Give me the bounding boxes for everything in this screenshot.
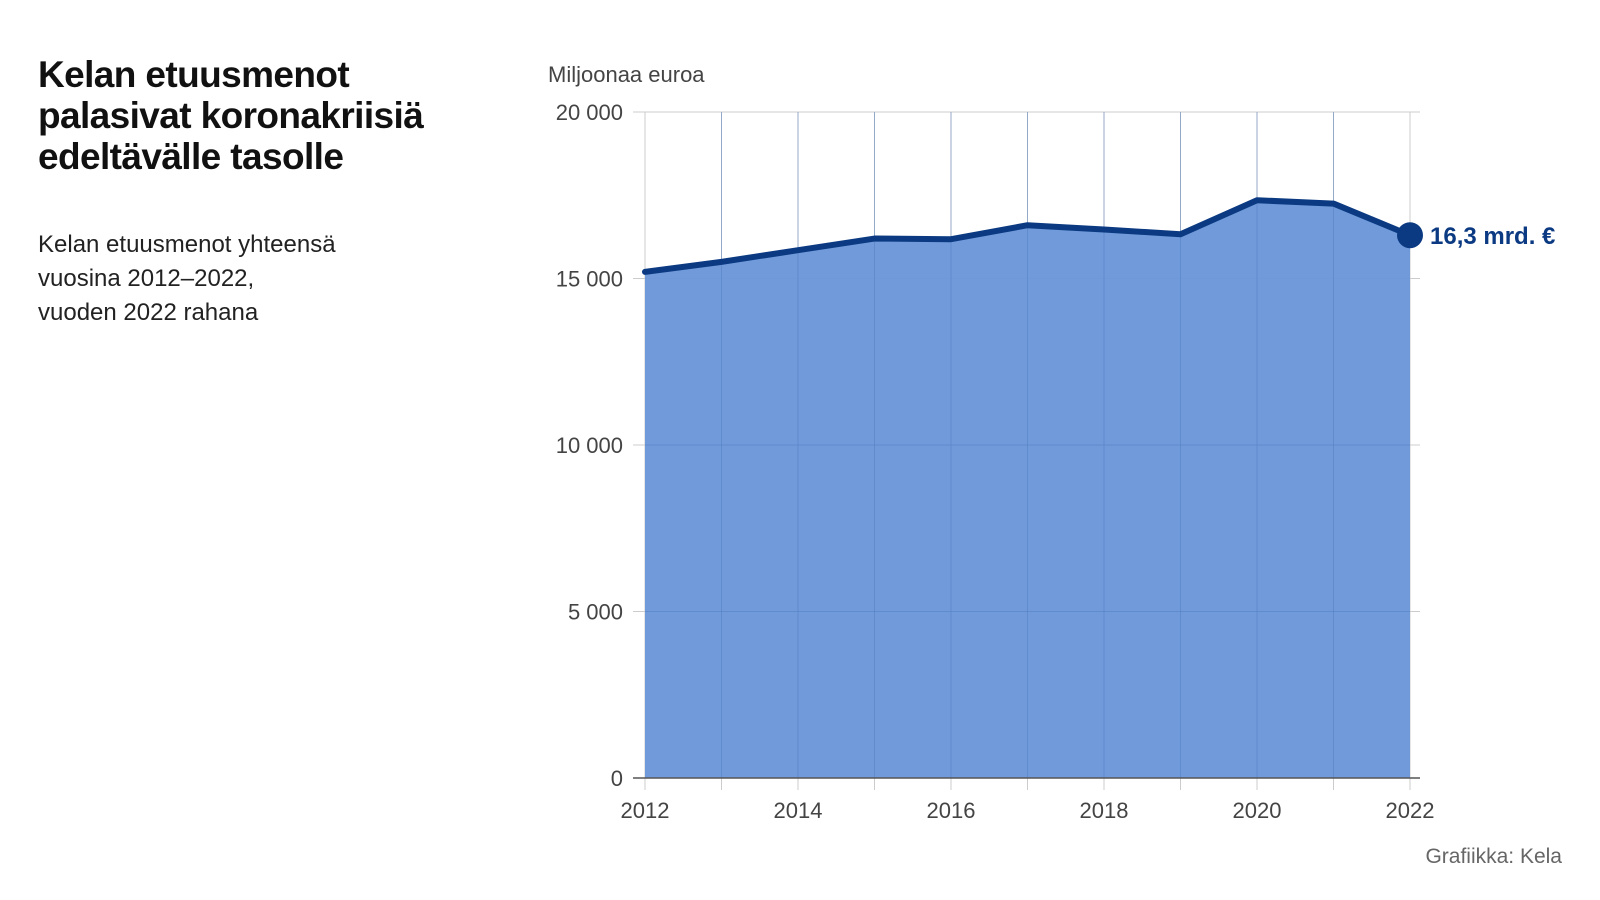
end-value-label: 16,3 mrd. € xyxy=(1430,223,1555,250)
subtitle-line: vuosina 2012–2022, xyxy=(38,265,255,292)
x-tick-label: 2012 xyxy=(621,798,670,823)
area-fill xyxy=(645,200,1410,778)
y-tick-label: 5 000 xyxy=(568,600,623,625)
y-tick-label: 0 xyxy=(611,766,623,791)
series-line xyxy=(642,197,1413,275)
x-tick-label: 2020 xyxy=(1233,798,1282,823)
subtitle-line: vuoden 2022 rahana xyxy=(38,299,259,326)
x-tick-label: 2022 xyxy=(1386,798,1435,823)
x-tick-label: 2014 xyxy=(774,798,823,823)
title-line: palasivat koronakriisiä xyxy=(38,95,424,136)
y-tick-label: 20 000 xyxy=(556,100,623,125)
x-tick-label: 2018 xyxy=(1080,798,1129,823)
title-line: Kelan etuusmenot xyxy=(38,54,350,95)
chart-title: Kelan etuusmenot palasivat koronakriisiä… xyxy=(38,54,498,177)
chart-subtitle: Kelan etuusmenot yhteensä vuosina 2012–2… xyxy=(38,228,458,330)
y-tick-label: 15 000 xyxy=(556,267,623,292)
y-tick-label: 10 000 xyxy=(556,433,623,458)
x-tick-label: 2016 xyxy=(927,798,976,823)
credit-text: Grafiikka: Kela xyxy=(1425,845,1562,868)
subtitle-line: Kelan etuusmenot yhteensä xyxy=(38,231,336,258)
end-point-marker xyxy=(1397,222,1423,249)
title-line: edeltävälle tasolle xyxy=(38,136,344,177)
y-axis-unit-label: Miljoonaa euroa xyxy=(548,62,705,87)
